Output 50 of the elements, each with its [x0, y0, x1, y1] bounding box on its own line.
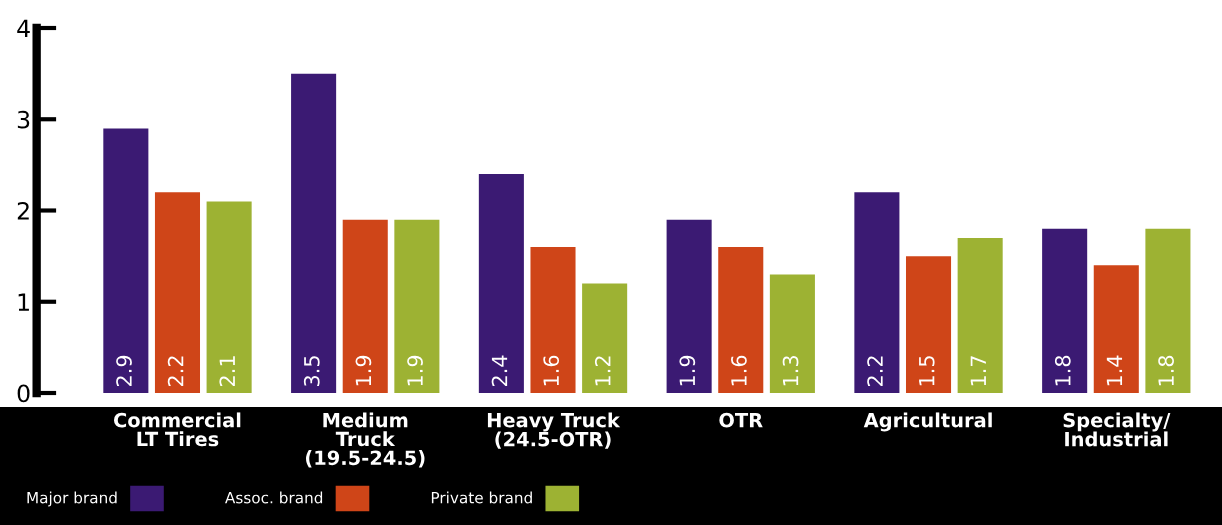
y-tick-label: 2	[17, 201, 29, 220]
data-label: 1.6	[731, 355, 747, 386]
y-tick-label: 1	[18, 293, 29, 311]
data-label: 1.9	[679, 355, 696, 386]
bar	[854, 192, 900, 393]
x-tick-label: Agricultural	[863, 412, 992, 432]
bar	[582, 283, 628, 393]
x-tick-label: Commercial LT Tires	[113, 412, 241, 447]
y-tick-label: 4	[17, 19, 30, 37]
data-label: 2.1	[219, 356, 235, 386]
bar	[1042, 228, 1088, 393]
data-label: 1.6	[543, 355, 560, 386]
bar	[206, 201, 252, 393]
data-label: 2.2	[167, 356, 184, 386]
bar	[1145, 228, 1191, 393]
y-tick-label: 0	[17, 384, 30, 403]
data-label: 1.5	[919, 356, 935, 386]
legend-label: Private brand	[431, 491, 532, 504]
data-label: 1.3	[782, 356, 799, 386]
data-label: 1.9	[407, 355, 423, 386]
bar	[957, 237, 1003, 393]
data-label: 1.2	[594, 356, 611, 386]
bar	[905, 256, 952, 393]
x-tick-label: Specialty/ Industrial	[1063, 412, 1171, 447]
legend-label: Major brand	[27, 491, 117, 507]
data-label: 3.5	[303, 356, 320, 386]
bar	[530, 247, 576, 393]
bar	[291, 73, 337, 393]
data-label: 1.7	[970, 356, 986, 386]
bar	[342, 219, 388, 393]
x-tick-label: OTR	[719, 412, 763, 428]
y-tick-label: 3	[17, 110, 30, 129]
bar	[154, 192, 201, 393]
data-label: 1.8	[1054, 355, 1071, 386]
bar	[1093, 265, 1139, 393]
x-tick-label: Heavy Truck (24.5-OTR)	[487, 412, 621, 449]
legend-label: Assoc. brand	[225, 491, 323, 504]
bar	[103, 128, 149, 393]
bar	[478, 174, 524, 393]
bar	[394, 219, 440, 393]
data-label: 2.2	[867, 356, 883, 386]
x-tick-label: Medium Truck (19.5-24.5)	[306, 412, 425, 468]
bar	[769, 274, 815, 393]
data-label: 1.9	[355, 355, 372, 386]
data-label: 2.4	[491, 355, 508, 386]
bar	[718, 247, 764, 393]
bar	[666, 219, 712, 393]
data-label: 1.4	[1106, 355, 1123, 386]
data-label: 2.9	[116, 355, 132, 386]
data-label: 1.8	[1158, 355, 1174, 386]
